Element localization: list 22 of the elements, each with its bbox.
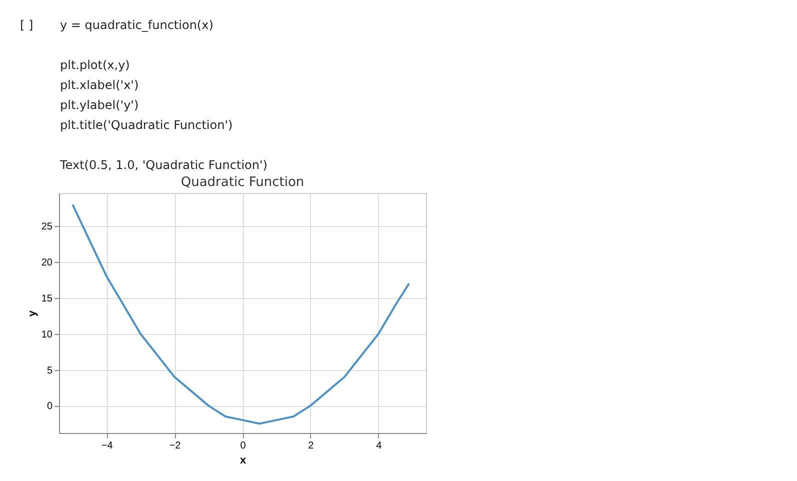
y-tick-label: 10 [41, 329, 53, 340]
x-axis-title: x [240, 454, 247, 466]
x-tick-label: 4 [376, 440, 382, 452]
y-tick-label: 5 [46, 365, 53, 376]
x-tick-label: 0 [240, 440, 246, 452]
text: plt.plot(x,y) [60, 58, 130, 72]
line-series [72, 203, 410, 425]
x-tick-label: 2 [308, 440, 314, 452]
text: Text(0.5, 1.0, 'Quadratic Function') [59, 158, 268, 172]
y-tick-label: 20 [41, 257, 53, 268]
text: plt.xlabel('x') [60, 78, 139, 92]
text: plt.ylabel('y') [60, 98, 139, 112]
text: plt.title('Quadratic Function') [60, 118, 233, 132]
x-tick-label: −2 [169, 440, 182, 452]
chart-title: Quadratic Function [180, 175, 304, 190]
y-tick-label: 0 [46, 401, 53, 412]
x-tick-label: −4 [101, 440, 114, 452]
text: y = quadratic_function(x) [60, 18, 214, 32]
y-tick-label: 25 [41, 222, 53, 233]
y-axis-title: y [26, 310, 38, 317]
y-tick-label: 15 [41, 293, 53, 304]
text: [ ] [20, 18, 34, 32]
